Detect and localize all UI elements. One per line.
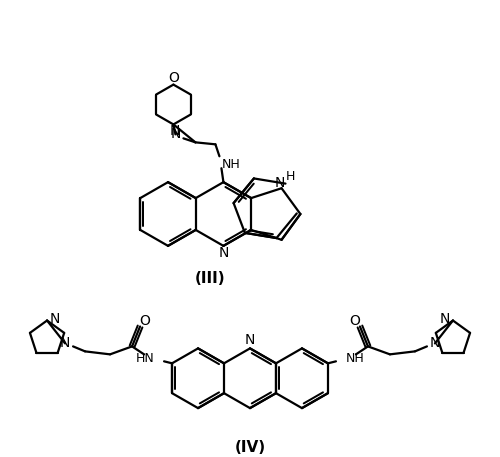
Text: N: N (245, 334, 255, 347)
Text: N: N (218, 246, 228, 260)
Text: N: N (170, 128, 180, 141)
Text: N: N (274, 176, 285, 190)
Text: H: H (286, 170, 296, 183)
Text: N: N (430, 336, 440, 351)
Text: (IV): (IV) (234, 441, 266, 456)
Text: O: O (168, 71, 179, 85)
Text: N: N (440, 312, 450, 325)
Text: HN: HN (136, 352, 154, 365)
Text: O: O (140, 314, 150, 328)
Text: N: N (50, 312, 60, 325)
Text: N: N (60, 336, 70, 351)
Text: (III): (III) (194, 271, 226, 286)
Text: O: O (350, 314, 360, 328)
Text: N: N (169, 124, 179, 138)
Text: NH: NH (222, 158, 241, 171)
Text: NH: NH (346, 352, 364, 365)
